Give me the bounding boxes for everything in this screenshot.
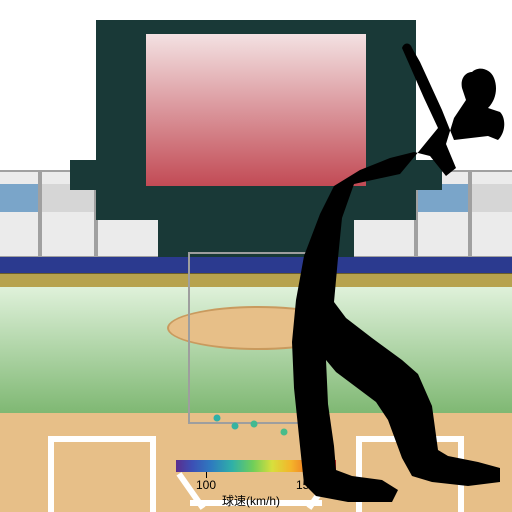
batter-silhouette xyxy=(0,0,512,512)
